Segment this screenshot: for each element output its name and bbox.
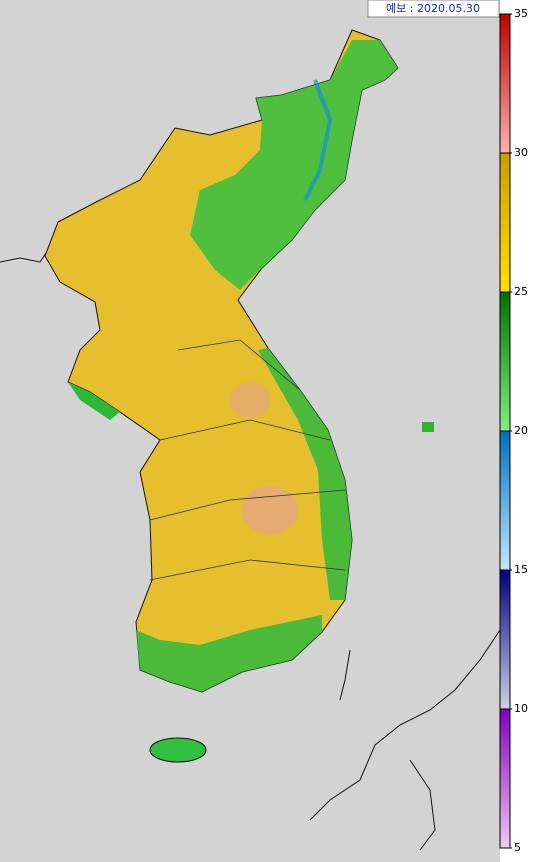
ulleung: [422, 422, 434, 432]
colorbar-frame: [499, 13, 511, 849]
east-coast: [258, 348, 352, 600]
colorbar-tick-label: 35: [514, 7, 528, 20]
china-coast: [0, 249, 49, 263]
warm-area: [242, 486, 298, 534]
west-coast: [68, 382, 120, 420]
colorbar-tick-label: 25: [514, 285, 528, 298]
south-coast: [136, 615, 322, 692]
colorbar-segment: [500, 14, 510, 153]
colorbar-segment: [500, 570, 510, 709]
colorbar-segment: [500, 709, 510, 848]
colorbar-tick-label: 30: [514, 146, 528, 159]
colorbar-tick-label: 10: [514, 702, 528, 715]
colorbar-segment: [500, 292, 510, 431]
colorbar-segment: [500, 431, 510, 570]
colorbar-segment: [500, 153, 510, 292]
jeju: [149, 737, 207, 763]
colorbar-tick-label: 15: [514, 563, 528, 576]
forecast-label: 예보 : 2020.05.30: [386, 2, 480, 15]
label-box: [367, 0, 500, 18]
province-border: [149, 339, 346, 581]
cool-area: [303, 79, 333, 201]
warm-area: [230, 382, 270, 418]
northern-highland: [190, 40, 398, 290]
japan-coast: [309, 629, 501, 851]
colorbar-tick-label: 20: [514, 424, 528, 437]
colorbar-tick-label: 5: [514, 841, 521, 854]
